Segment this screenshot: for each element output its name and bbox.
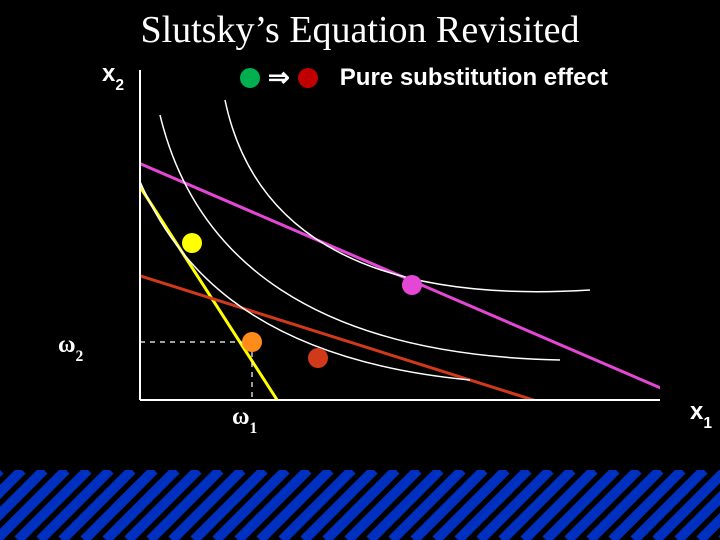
point-1 [402, 275, 422, 295]
budget-line-yellow [110, 140, 290, 420]
point-3 [308, 348, 328, 368]
indifference-curve-3 [225, 100, 590, 292]
x-axis-label: x1 [690, 398, 712, 430]
slide-title: Slutsky’s Equation Revisited [0, 8, 720, 52]
point-2 [242, 332, 262, 352]
omega-2-label: ω2 [58, 332, 83, 363]
slide: Slutsky’s Equation Revisited ⇒ Pure subs… [0, 0, 720, 540]
indifference-curve-2 [160, 115, 560, 360]
plot-area [100, 60, 660, 440]
point-0 [182, 233, 202, 253]
bottom-hatching [0, 470, 720, 540]
